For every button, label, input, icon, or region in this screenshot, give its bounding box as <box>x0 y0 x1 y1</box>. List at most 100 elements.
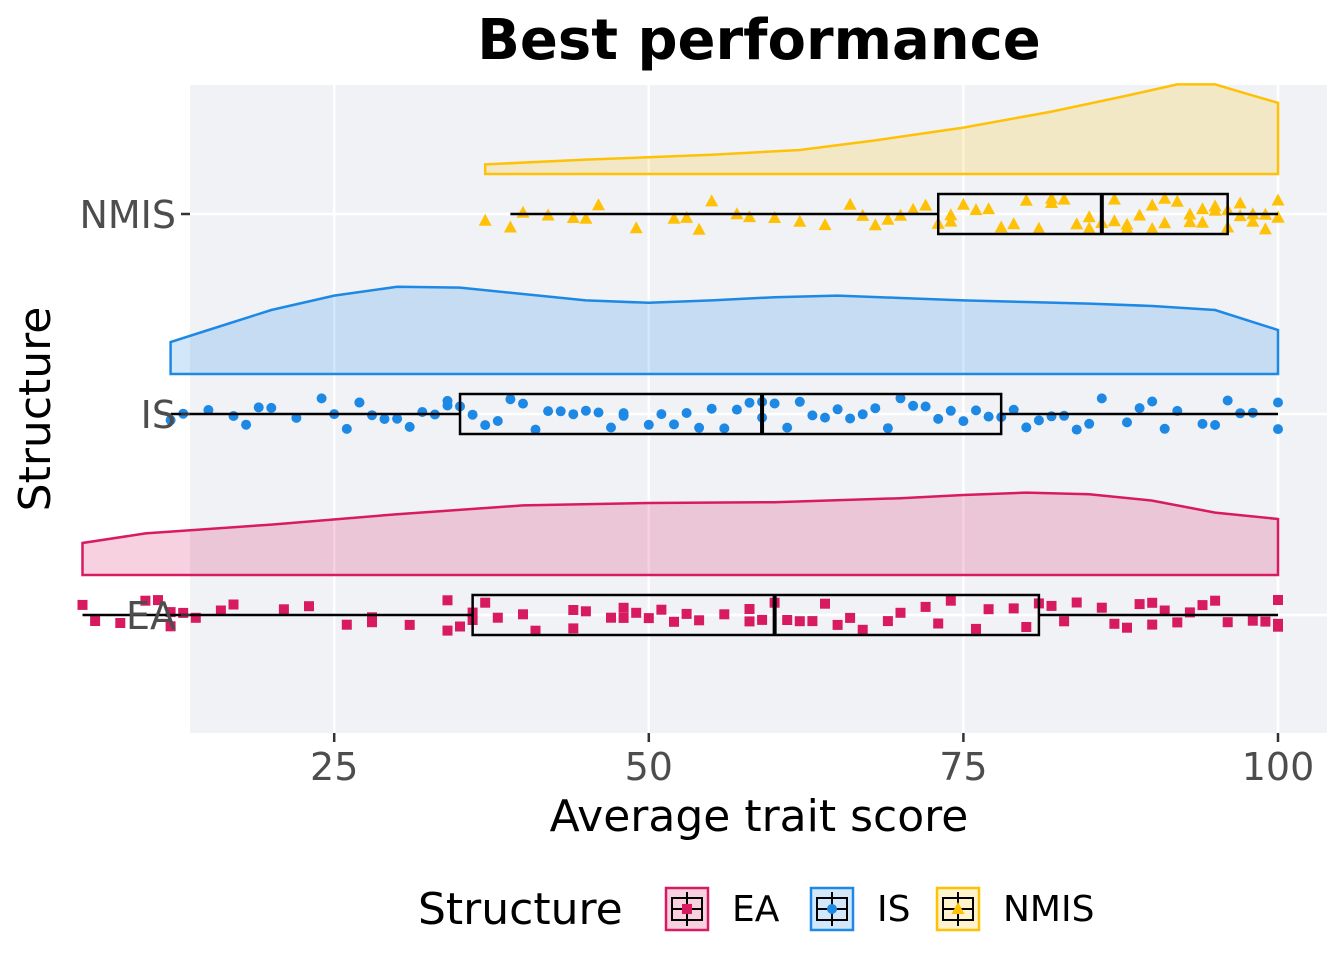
point-ea <box>757 614 768 625</box>
point-nmis <box>1045 196 1058 208</box>
point-ea <box>1210 595 1221 606</box>
point-is <box>820 412 830 423</box>
point-ea <box>744 616 755 627</box>
point-nmis <box>1271 210 1285 223</box>
point-is <box>920 401 931 412</box>
point-is <box>568 409 579 420</box>
point-nmis <box>982 202 996 215</box>
point-is <box>203 405 214 415</box>
point-is <box>744 397 755 408</box>
point-ea <box>1260 616 1271 627</box>
point-ea <box>1021 622 1032 632</box>
point-is <box>354 397 365 408</box>
point-ea <box>190 612 201 623</box>
y-tick-label-nmis: NMIS <box>79 193 176 237</box>
point-ea <box>1184 607 1195 618</box>
point-is <box>291 412 302 423</box>
point-nmis <box>843 197 857 210</box>
point-ea <box>744 604 755 614</box>
point-is <box>1021 422 1032 433</box>
point-nmis <box>1070 217 1084 230</box>
point-nmis <box>793 214 807 227</box>
point-is <box>1247 407 1258 418</box>
point-ea <box>165 621 176 632</box>
point-ea <box>669 616 679 627</box>
point-ea <box>1134 599 1145 610</box>
point-is <box>555 406 566 417</box>
point-ea <box>215 605 226 616</box>
point-nmis <box>1145 198 1159 211</box>
point-ea <box>1172 617 1183 628</box>
boxplots <box>82 192 1278 637</box>
point-is <box>1273 397 1283 408</box>
legend-marker-ea <box>682 904 692 914</box>
point-ea <box>480 597 491 608</box>
point-ea <box>920 601 931 612</box>
point-ea <box>1247 615 1258 626</box>
box-is <box>458 392 1003 436</box>
point-is <box>807 410 818 421</box>
point-is <box>1147 396 1158 407</box>
point-ea <box>618 612 629 623</box>
point-is <box>857 409 868 420</box>
point-ea <box>606 612 616 623</box>
point-is <box>845 413 856 424</box>
point-is <box>241 419 252 430</box>
point-is <box>643 419 654 430</box>
point-nmis <box>956 197 970 210</box>
point-is <box>518 398 528 409</box>
point-is <box>945 405 956 416</box>
y-axis-title: Structure <box>10 307 61 512</box>
point-ea <box>882 616 893 627</box>
y-axis: EA IS NMIS <box>79 193 190 638</box>
point-is <box>706 403 717 414</box>
point-ea <box>794 616 805 627</box>
point-nmis <box>1196 215 1209 228</box>
point-nmis <box>919 198 933 211</box>
point-nmis <box>1032 221 1046 234</box>
point-is <box>392 413 403 424</box>
x-tick-label-50: 50 <box>625 745 673 789</box>
point-ea <box>1197 600 1208 611</box>
point-nmis <box>592 198 605 211</box>
x-tick-label-25: 25 <box>310 745 358 789</box>
point-ea <box>643 613 654 624</box>
point-ea <box>228 599 239 610</box>
point-is <box>719 423 730 434</box>
point-is <box>505 394 516 405</box>
point-nmis <box>1120 217 1134 230</box>
point-is <box>467 409 478 420</box>
point-nmis <box>705 194 719 207</box>
jitter-points <box>77 191 1285 636</box>
point-is <box>253 402 264 413</box>
point-ea <box>442 595 453 606</box>
point-is <box>895 393 906 404</box>
point-is <box>543 406 554 417</box>
point-is <box>1197 418 1208 429</box>
point-nmis <box>1196 202 1209 215</box>
point-nmis <box>503 220 517 233</box>
point-nmis <box>1107 214 1121 227</box>
point-nmis <box>1183 215 1197 228</box>
point-nmis <box>1107 192 1121 205</box>
point-is <box>530 424 541 435</box>
point-ea <box>1122 622 1132 633</box>
density-clouds <box>81 83 1280 577</box>
point-nmis <box>680 210 694 223</box>
point-ea <box>857 624 868 635</box>
point-ea <box>1147 597 1158 608</box>
point-nmis <box>579 211 593 224</box>
point-ea <box>1273 595 1283 605</box>
point-is <box>316 393 327 404</box>
point-is <box>618 410 629 421</box>
legend-title: Structure <box>418 884 623 935</box>
point-ea <box>983 604 994 615</box>
point-is <box>228 411 239 421</box>
legend-marker-nmis <box>951 902 965 914</box>
x-tick-label-100: 100 <box>1242 745 1315 789</box>
point-ea <box>140 595 151 606</box>
point-nmis <box>1158 216 1172 229</box>
y-tick-label-is: IS <box>141 393 176 437</box>
point-is <box>1084 418 1095 429</box>
density-nmis <box>483 83 1280 176</box>
